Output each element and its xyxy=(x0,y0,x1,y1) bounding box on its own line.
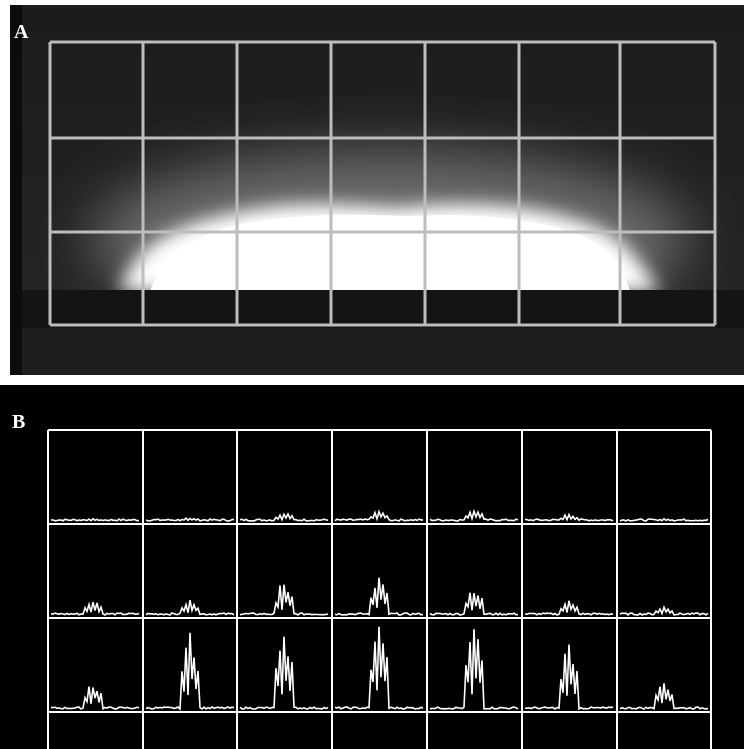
page: A B (() => { const data = JSON.parse(doc… xyxy=(0,0,744,749)
edge xyxy=(10,5,22,375)
figure: A B xyxy=(0,0,744,749)
panel-a: A xyxy=(10,5,744,375)
panel-label: B xyxy=(12,411,25,433)
panel-b: B xyxy=(0,385,744,749)
lower-band xyxy=(22,328,744,375)
separator xyxy=(0,375,744,385)
panel-b-background xyxy=(0,385,744,749)
ground-band xyxy=(22,290,744,328)
panel-label: A xyxy=(14,21,29,43)
